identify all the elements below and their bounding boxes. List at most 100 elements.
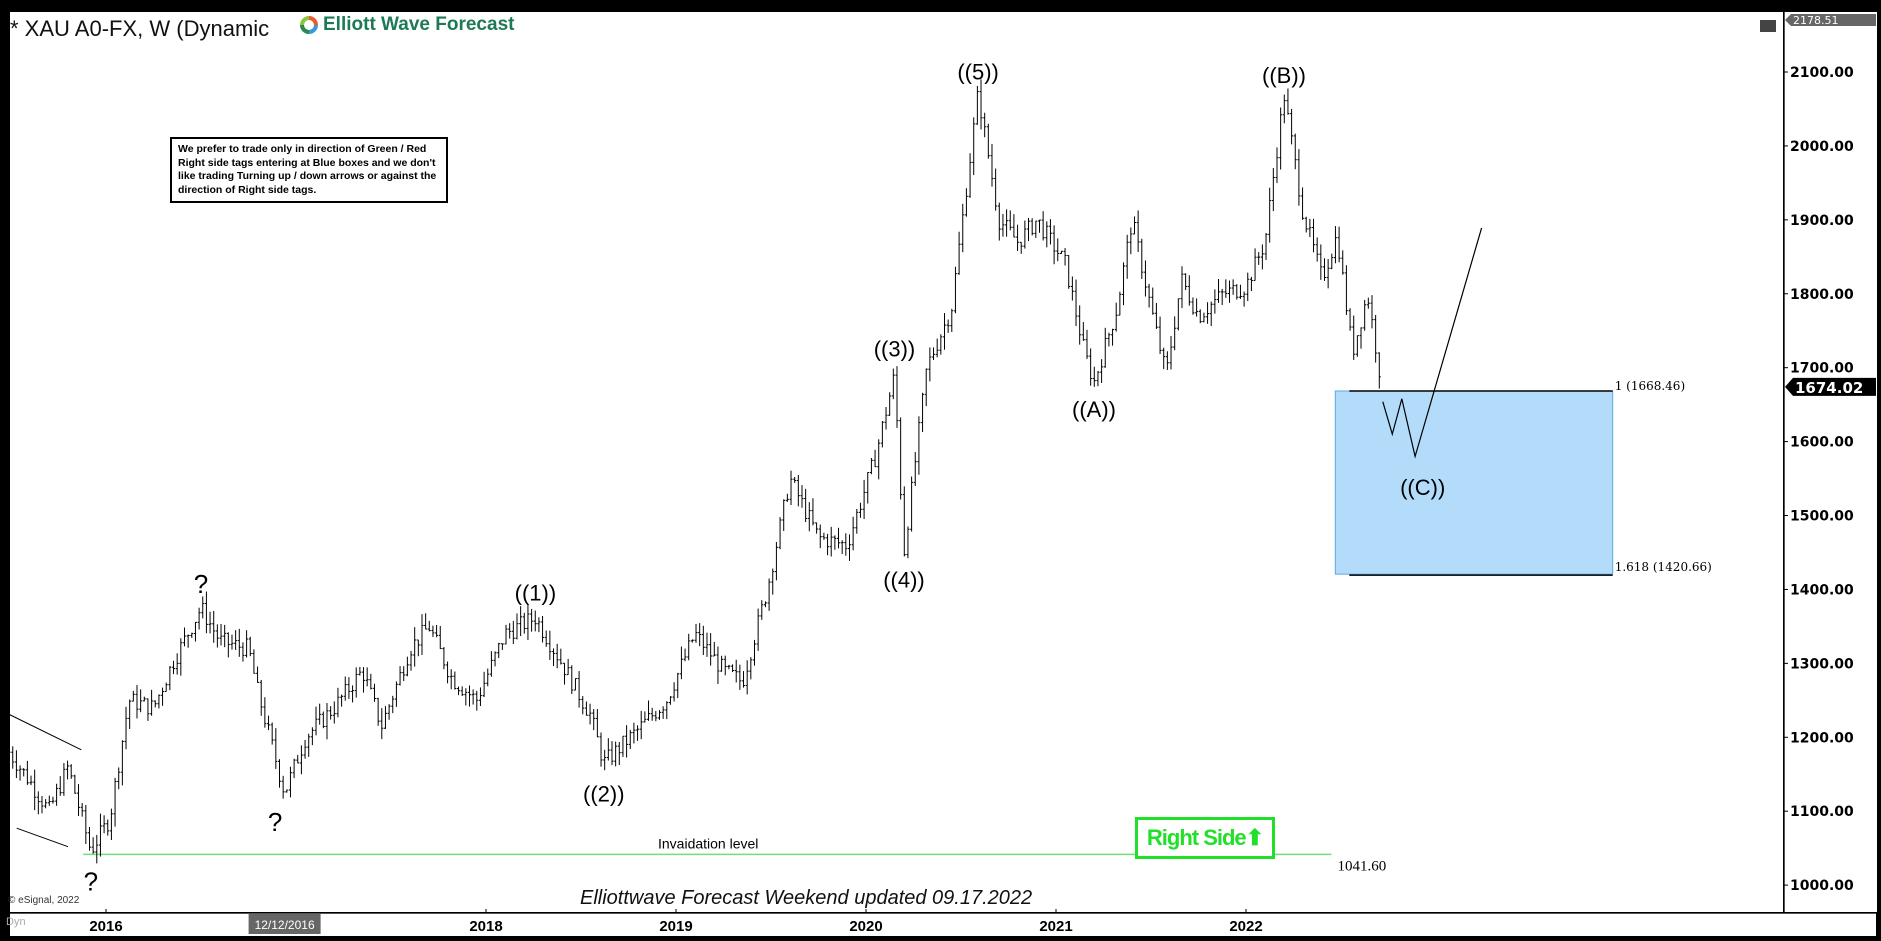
price-bar bbox=[47, 795, 51, 806]
price-bar bbox=[1235, 284, 1239, 300]
wedge-line bbox=[8, 713, 82, 751]
price-bar bbox=[694, 623, 698, 643]
price-bar bbox=[1315, 237, 1319, 262]
price-bar bbox=[314, 706, 318, 736]
price-bar bbox=[1370, 295, 1374, 329]
x-tick-label: 2022 bbox=[1229, 918, 1262, 935]
price-bar bbox=[51, 796, 55, 804]
price-bar bbox=[983, 112, 987, 138]
price-bar bbox=[1173, 316, 1177, 351]
price-bar bbox=[1100, 359, 1104, 384]
price-bar bbox=[1202, 312, 1206, 323]
price-bar bbox=[899, 417, 903, 500]
x-tick-label: 2018 bbox=[469, 918, 502, 935]
price-bar bbox=[1206, 302, 1210, 324]
x-tick-label: 2019 bbox=[659, 918, 692, 935]
price-bar bbox=[972, 117, 976, 176]
price-bar bbox=[807, 502, 811, 532]
y-tick-label: 1200.00 bbox=[1790, 730, 1854, 746]
price-bar bbox=[1078, 305, 1082, 345]
price-bar bbox=[182, 627, 186, 647]
price-bar bbox=[142, 696, 146, 702]
price-bar bbox=[128, 699, 132, 729]
price-bar bbox=[880, 420, 884, 448]
price-bar bbox=[1008, 210, 1012, 231]
price-bar bbox=[749, 657, 753, 680]
price-bar bbox=[727, 664, 731, 670]
price-bar bbox=[1191, 297, 1195, 315]
price-bar bbox=[25, 760, 29, 785]
price-bar bbox=[467, 685, 471, 707]
price-bar bbox=[957, 231, 961, 275]
price-bar bbox=[617, 742, 621, 765]
price-bar bbox=[679, 646, 683, 680]
copyright: © eSignal, 2022 bbox=[8, 895, 80, 906]
price-bar bbox=[742, 671, 746, 688]
price-bar bbox=[1092, 366, 1096, 387]
price-bar bbox=[1067, 254, 1071, 289]
price-bar bbox=[223, 624, 227, 648]
x-tick-highlight bbox=[248, 914, 321, 934]
price-bar bbox=[785, 493, 789, 502]
logo: Elliott Wave Forecast bbox=[298, 14, 515, 36]
price-bar bbox=[1271, 168, 1275, 212]
price-bar bbox=[888, 392, 892, 416]
price-bar bbox=[1122, 262, 1126, 306]
price-bar bbox=[606, 738, 610, 761]
price-bar bbox=[1030, 218, 1034, 236]
price-bar bbox=[453, 671, 457, 690]
price-bar bbox=[318, 703, 322, 725]
price-bar bbox=[1034, 220, 1038, 238]
price-bar bbox=[709, 633, 713, 666]
price-bar bbox=[29, 775, 33, 786]
price-bar bbox=[932, 347, 936, 360]
price-bar bbox=[1279, 107, 1283, 170]
y-tick-label: 1700.00 bbox=[1790, 361, 1854, 377]
dyn-label[interactable]: Dyn bbox=[6, 916, 26, 928]
price-bar bbox=[921, 392, 925, 433]
price-bar bbox=[150, 689, 154, 716]
price-bar bbox=[1037, 219, 1041, 233]
price-bar bbox=[1224, 279, 1228, 298]
price-bar bbox=[427, 620, 431, 632]
price-bar bbox=[347, 677, 351, 699]
price-bar bbox=[906, 526, 910, 559]
price-bar bbox=[511, 620, 515, 644]
price-bar bbox=[1012, 214, 1016, 238]
price-bar bbox=[683, 648, 687, 662]
price-bar bbox=[153, 700, 157, 708]
price-bar bbox=[928, 347, 932, 382]
price-bar bbox=[723, 655, 727, 676]
price-bar bbox=[1136, 210, 1140, 252]
price-bar bbox=[146, 698, 150, 721]
price-bar bbox=[1363, 299, 1367, 331]
restore-window-icon[interactable] bbox=[1760, 20, 1776, 32]
price-bar bbox=[822, 532, 826, 540]
price-bar bbox=[731, 664, 735, 673]
y-tick-label: 1000.00 bbox=[1790, 878, 1854, 894]
price-bar bbox=[804, 488, 808, 523]
price-bar bbox=[1081, 322, 1085, 341]
price-bar bbox=[1359, 327, 1363, 349]
price-bar bbox=[120, 740, 124, 786]
price-bar bbox=[584, 701, 588, 716]
price-bar bbox=[117, 767, 121, 790]
price-axis[interactable] bbox=[1784, 12, 1877, 912]
price-bar bbox=[1041, 211, 1045, 241]
price-bar bbox=[884, 406, 888, 430]
price-bar bbox=[657, 710, 661, 720]
arrow-up-icon: ⬆ bbox=[1245, 825, 1264, 850]
price-bar bbox=[690, 639, 694, 643]
price-bar bbox=[796, 474, 800, 507]
price-bar bbox=[734, 659, 738, 683]
price-bar bbox=[270, 722, 274, 745]
time-axis[interactable] bbox=[10, 913, 1876, 936]
price-bar bbox=[665, 701, 669, 720]
price-bar bbox=[139, 689, 143, 713]
top-price-tag bbox=[1785, 14, 1876, 26]
price-bar bbox=[336, 687, 340, 718]
price-bar bbox=[124, 706, 128, 750]
price-bar bbox=[1005, 209, 1009, 237]
price-bar bbox=[1304, 216, 1308, 233]
update-footer: Elliottwave Forecast Weekend updated 09.… bbox=[580, 887, 1033, 909]
